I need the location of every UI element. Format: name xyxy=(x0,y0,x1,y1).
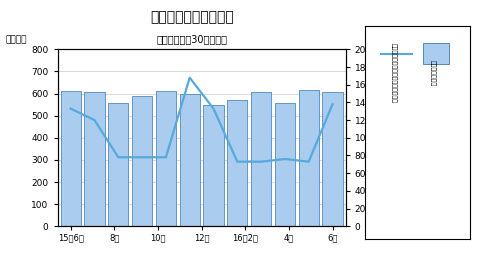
Text: （時間）: （時間） xyxy=(387,35,409,44)
Bar xyxy=(204,105,224,226)
Text: 賃金と労働時間の推移: 賃金と労働時間の推移 xyxy=(150,10,234,24)
Bar xyxy=(60,91,81,226)
Bar xyxy=(227,100,247,226)
Text: 総実労働時間数: 総実労働時間数 xyxy=(430,60,435,86)
Bar xyxy=(156,91,176,226)
Bar xyxy=(108,103,129,226)
Text: （事業所規樨30人以上）: （事業所規樨30人以上） xyxy=(156,34,228,44)
Bar xyxy=(299,90,319,226)
Bar xyxy=(84,93,105,226)
Bar xyxy=(180,94,200,226)
FancyBboxPatch shape xyxy=(423,43,449,64)
Bar xyxy=(132,96,152,226)
Bar xyxy=(323,93,343,226)
Text: 所定内給与額－労働者１人平均賃金: 所定内給与額－労働者１人平均賃金 xyxy=(391,43,396,103)
Bar xyxy=(251,93,271,226)
Bar xyxy=(275,103,295,226)
Text: （千円）: （千円） xyxy=(6,35,27,44)
